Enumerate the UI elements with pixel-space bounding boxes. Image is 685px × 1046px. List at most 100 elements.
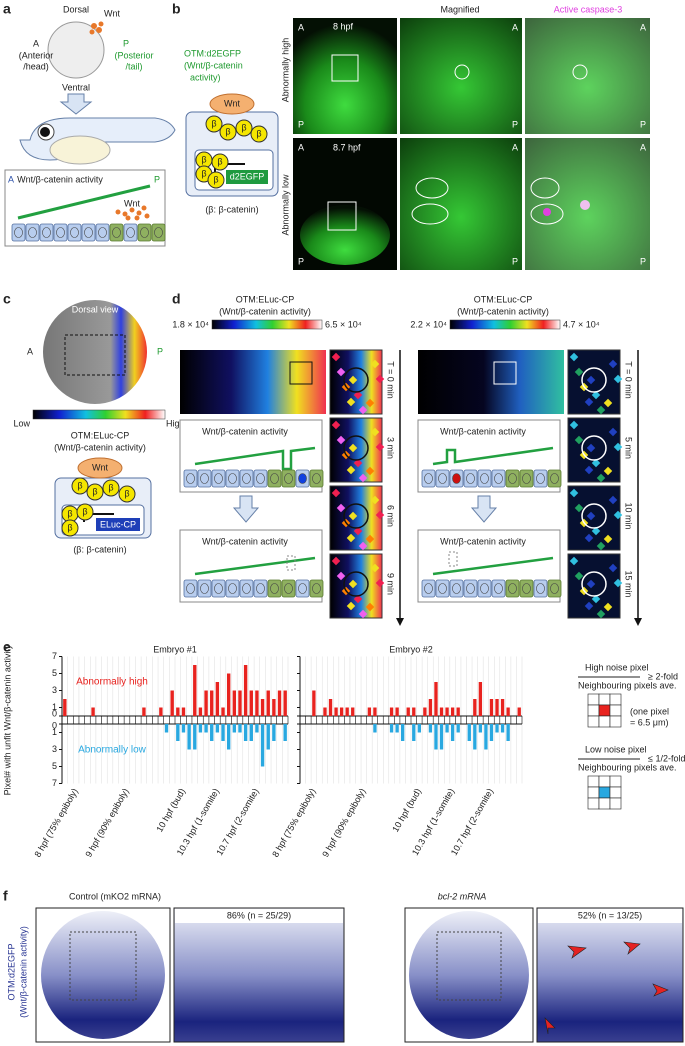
label: A (8, 174, 14, 184)
nucleus (480, 473, 489, 484)
bar-low (389, 724, 394, 733)
time-label: T = 0 min (624, 361, 634, 399)
y-tick-label: 0 (52, 720, 57, 730)
pixel (586, 443, 596, 453)
pixel (584, 397, 594, 407)
bar-high (255, 690, 259, 716)
bar-high (226, 673, 231, 716)
bar-low (204, 724, 208, 733)
cell (519, 469, 534, 488)
pixel (584, 601, 594, 611)
pixel (603, 602, 613, 612)
bar-high (334, 707, 338, 716)
pixel (348, 579, 358, 589)
y-tick-label: 7 (52, 651, 57, 661)
axis-letter: A (40, 910, 46, 920)
bar-low (193, 724, 197, 750)
axis-letter: P (409, 1028, 415, 1038)
beta-label: β (201, 154, 206, 164)
beta-catenin (207, 171, 225, 189)
label: OTM:d2EGFP (184, 48, 241, 58)
beta-catenin (219, 123, 237, 141)
cell-row (183, 469, 324, 488)
label: ELuc-CP (100, 519, 136, 529)
pixel (336, 367, 346, 377)
bar-low (232, 724, 237, 733)
cell (547, 579, 562, 598)
bar-high (221, 707, 225, 716)
axis-letter: P (512, 256, 518, 266)
tracked-cell (581, 435, 607, 461)
pixel (331, 420, 341, 430)
pixel (587, 786, 600, 799)
cell (239, 469, 254, 488)
bar-high (193, 665, 197, 716)
pixel (574, 435, 584, 445)
cell (295, 579, 310, 598)
bar-high (176, 707, 180, 716)
label: Wnt/β-catenin activity (440, 426, 526, 436)
bar-low (215, 724, 220, 733)
pixel (375, 442, 385, 452)
magnified-tile (567, 349, 621, 415)
cell (11, 223, 26, 242)
x-tick-label: 9 hpf (90% epiboly) (83, 787, 130, 859)
cell (81, 223, 96, 242)
colorbar-min: 2.2 × 10⁴ (410, 319, 447, 329)
cell (67, 223, 82, 242)
bar-high (473, 699, 477, 716)
pixel (587, 715, 600, 728)
y-tick-label: 5 (52, 668, 57, 678)
label: (Wnt/β-catenin (184, 60, 243, 70)
pixel (586, 579, 596, 589)
beta-catenin (86, 483, 104, 501)
cell (253, 469, 268, 488)
pixel (596, 541, 606, 551)
pixel (370, 563, 380, 573)
nucleus (452, 473, 461, 484)
cell (225, 579, 240, 598)
bar-low (478, 724, 483, 733)
cell (491, 469, 506, 488)
label: Wnt (224, 98, 241, 108)
bar-low (456, 724, 460, 733)
panel-d: OTM:ELuc-CP (Wnt/β-catenin activity) 1.8 ×… (172, 294, 642, 626)
pixel (346, 465, 356, 475)
pixel (598, 797, 611, 810)
bar-high (142, 707, 146, 716)
nucleus (508, 473, 517, 484)
y-tick-label: 3 (52, 685, 57, 695)
cell (267, 469, 282, 488)
x-tick-label: 10 hpf (bud) (390, 787, 423, 834)
bar-low (500, 724, 505, 733)
pixel (603, 534, 613, 544)
beta-label: β (67, 522, 72, 532)
bar-low (412, 724, 416, 741)
bar-high (389, 707, 394, 716)
cell (477, 579, 492, 598)
label: Low (13, 418, 30, 428)
activity-line (194, 446, 316, 471)
cell (95, 223, 110, 242)
bar-low (434, 724, 438, 750)
block-arrow (232, 495, 260, 523)
nucleus (140, 227, 149, 238)
bar-high (204, 690, 208, 716)
cell (123, 223, 138, 242)
axis-letter: A (640, 142, 646, 152)
bar-low (450, 724, 455, 741)
pixel (346, 397, 356, 407)
nucleus (494, 473, 503, 484)
bar-high (412, 707, 416, 716)
beta-label: β (92, 486, 97, 496)
bar-high (323, 707, 327, 716)
pixel (596, 609, 606, 619)
bar-low (439, 724, 444, 750)
bar-high (91, 707, 95, 716)
label: activity) (190, 72, 221, 82)
bar-low (164, 724, 169, 733)
nucleus (200, 473, 209, 484)
nucleus (214, 583, 223, 594)
cell (435, 469, 450, 488)
legend-text: Neighbouring pixels ave. (578, 680, 677, 690)
